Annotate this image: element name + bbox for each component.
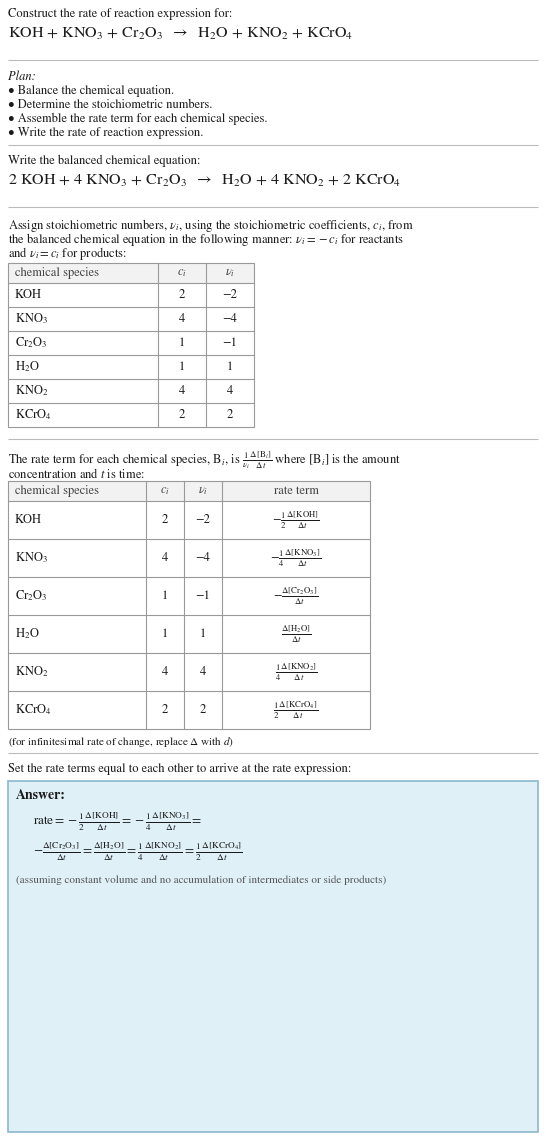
Text: 4: 4 [200, 666, 206, 678]
Text: rate term: rate term [274, 485, 318, 497]
Text: Set the rate terms equal to each other to arrive at the rate expression:: Set the rate terms equal to each other t… [8, 762, 352, 775]
Text: The rate term for each chemical species, B$_i$, is $\frac{1}{\nu_i}\frac{\Delta[: The rate term for each chemical species,… [8, 450, 401, 471]
Bar [8, 481, 370, 501]
Text: $-\frac{1}{4}\frac{\Delta[\mathrm{KNO_3}]}{\Delta t}$: $-\frac{1}{4}\frac{\Delta[\mathrm{KNO_3}… [270, 547, 322, 569]
Text: $-\frac{1}{2}\frac{\Delta[\mathrm{KOH}]}{\Delta t}$: $-\frac{1}{2}\frac{\Delta[\mathrm{KOH}]}… [272, 509, 320, 531]
Text: 1: 1 [179, 337, 185, 349]
Text: Write the balanced chemical equation:: Write the balanced chemical equation: [8, 155, 200, 167]
Text: 2: 2 [179, 410, 185, 421]
Text: Assign stoichiometric numbers, $\nu_i$, using the stoichiometric coefficients, $: Assign stoichiometric numbers, $\nu_i$, … [8, 217, 414, 234]
Text: 1: 1 [227, 361, 233, 373]
Text: Construct the rate of reaction expression for:: Construct the rate of reaction expressio… [8, 8, 233, 20]
Text: 2: 2 [179, 289, 185, 300]
Bar [8, 481, 370, 729]
Text: • Determine the stoichiometric numbers.: • Determine the stoichiometric numbers. [8, 99, 212, 110]
Text: • Balance the chemical equation.: • Balance the chemical equation. [8, 85, 174, 97]
Text: $-\frac{\Delta[\mathrm{Cr_2O_3}]}{\Delta t}$: $-\frac{\Delta[\mathrm{Cr_2O_3}]}{\Delta… [274, 585, 318, 607]
Text: KNO$_3$: KNO$_3$ [15, 551, 48, 566]
Text: KCrO$_4$: KCrO$_4$ [15, 407, 52, 422]
Text: KOH + KNO$_3$ + Cr$_2$O$_3$  $\rightarrow$  H$_2$O + KNO$_2$ + KCrO$_4$: KOH + KNO$_3$ + Cr$_2$O$_3$ $\rightarrow… [8, 26, 353, 42]
Text: 2 KOH + 4 KNO$_3$ + Cr$_2$O$_3$  $\rightarrow$  H$_2$O + 4 KNO$_2$ + 2 KCrO$_4$: 2 KOH + 4 KNO$_3$ + Cr$_2$O$_3$ $\righta… [8, 173, 401, 189]
Text: 4: 4 [162, 552, 168, 564]
Text: $\frac{1}{2}\frac{\Delta[\mathrm{KCrO_4}]}{\Delta t}$: $\frac{1}{2}\frac{\Delta[\mathrm{KCrO_4}… [274, 699, 318, 721]
Bar [8, 781, 538, 1132]
Text: 1: 1 [179, 361, 185, 373]
Text: −2: −2 [223, 289, 238, 300]
Text: 2: 2 [227, 410, 233, 421]
Text: chemical species: chemical species [15, 485, 99, 497]
Text: KOH: KOH [15, 514, 42, 526]
Text: −1: −1 [195, 591, 210, 602]
Text: 4: 4 [227, 385, 233, 397]
Text: $\frac{1}{4}\frac{\Delta[\mathrm{KNO_2}]}{\Delta t}$: $\frac{1}{4}\frac{\Delta[\mathrm{KNO_2}]… [275, 661, 317, 683]
Text: 4: 4 [179, 385, 185, 397]
Text: Answer:: Answer: [16, 789, 66, 802]
Text: KNO$_3$: KNO$_3$ [15, 312, 48, 327]
Text: $-\frac{\Delta[\mathrm{Cr_2O_3}]}{\Delta t} = \frac{\Delta[\mathrm{H_2O}]}{\Delt: $-\frac{\Delta[\mathrm{Cr_2O_3}]}{\Delta… [33, 841, 243, 863]
Text: 4: 4 [179, 313, 185, 324]
Text: 1: 1 [162, 591, 168, 602]
Text: Plan:: Plan: [8, 71, 35, 83]
Text: $\frac{\Delta[\mathrm{H_2O}]}{\Delta t}$: $\frac{\Delta[\mathrm{H_2O}]}{\Delta t}$ [281, 622, 311, 645]
Text: Cr$_2$O$_3$: Cr$_2$O$_3$ [15, 336, 48, 351]
Text: chemical species: chemical species [15, 267, 99, 279]
Text: • Assemble the rate term for each chemical species.: • Assemble the rate term for each chemic… [8, 113, 268, 125]
Text: KNO$_2$: KNO$_2$ [15, 665, 49, 679]
Bar [8, 263, 254, 427]
Text: KNO$_2$: KNO$_2$ [15, 384, 49, 398]
Text: KOH: KOH [15, 289, 42, 300]
Text: 1: 1 [162, 628, 168, 640]
Text: and $\nu_i = c_i$ for products:: and $\nu_i = c_i$ for products: [8, 245, 127, 262]
Text: (assuming constant volume and no accumulation of intermediates or side products): (assuming constant volume and no accumul… [16, 875, 386, 884]
Text: the balanced chemical equation in the following manner: $\nu_i = -c_i$ for react: the balanced chemical equation in the fo… [8, 231, 404, 248]
Text: −4: −4 [195, 552, 210, 564]
Text: $\nu_i$: $\nu_i$ [225, 266, 235, 280]
Text: −1: −1 [223, 337, 238, 349]
Text: $\mathrm{rate} = -\frac{1}{2}\frac{\Delta[\mathrm{KOH}]}{\Delta t} = -\frac{1}{4: $\mathrm{rate} = -\frac{1}{2}\frac{\Delt… [33, 811, 203, 833]
Text: $c_i$: $c_i$ [177, 267, 187, 279]
Bar [8, 263, 254, 283]
Text: H$_2$O: H$_2$O [15, 360, 40, 374]
Text: −4: −4 [223, 313, 238, 324]
Text: −2: −2 [195, 514, 211, 526]
Text: (for infinitesimal rate of change, replace Δ with $d$): (for infinitesimal rate of change, repla… [8, 735, 234, 749]
Text: 2: 2 [162, 704, 168, 716]
Bar [8, 263, 254, 427]
Bar [8, 481, 370, 729]
Text: $c_i$: $c_i$ [160, 485, 170, 497]
Text: $\nu_i$: $\nu_i$ [198, 485, 208, 497]
Text: concentration and $t$ is time:: concentration and $t$ is time: [8, 467, 145, 481]
Text: 2: 2 [162, 514, 168, 526]
Text: Cr$_2$O$_3$: Cr$_2$O$_3$ [15, 588, 48, 603]
Text: H$_2$O: H$_2$O [15, 627, 40, 642]
Text: 1: 1 [200, 628, 206, 640]
Text: 2: 2 [200, 704, 206, 716]
Text: • Write the rate of reaction expression.: • Write the rate of reaction expression. [8, 127, 203, 139]
Text: 4: 4 [162, 666, 168, 678]
Text: KCrO$_4$: KCrO$_4$ [15, 702, 52, 717]
